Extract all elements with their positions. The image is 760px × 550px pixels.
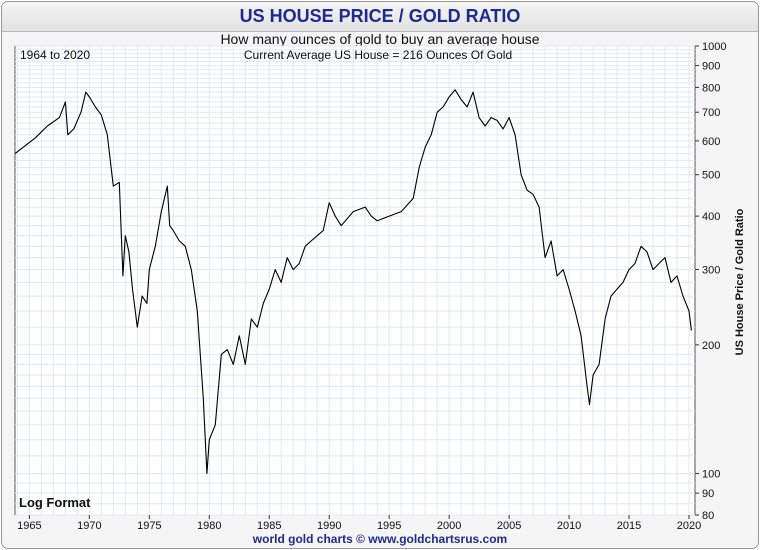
grid (15, 45, 695, 516)
y-tick-label: 200 (702, 340, 720, 352)
annotation-date-range: 1964 to 2020 (20, 48, 90, 62)
annotation-current-value: Current Average US House = 216 Ounces Of… (244, 48, 512, 62)
series-line (14, 89, 692, 475)
y-tick-label: 700 (702, 107, 720, 119)
y-tick-label: 90 (702, 488, 714, 500)
title-bar: US HOUSE PRICE / GOLD RATIO (2, 2, 758, 32)
x-axis: 1965 1970 1975 1980 1985 1990 1995 2000 2005 2010… (17, 515, 701, 532)
x-tick-label: 1965 (17, 520, 41, 532)
chart-title: US HOUSE PRICE / GOLD RATIO (239, 6, 521, 26)
x-tick-label: 2010 (557, 520, 581, 532)
y-tick-label: 800 (702, 82, 720, 94)
chart-subtitle: How many ounces of gold to buy an averag… (220, 31, 540, 47)
annotation-log-format: Log Format (19, 495, 91, 510)
x-tick-label: 1980 (197, 520, 221, 532)
footer-credit: world gold charts © www.goldchartsrus.co… (252, 532, 508, 546)
x-tick-label: 1985 (257, 520, 281, 532)
x-tick-label: 1970 (77, 520, 101, 532)
y-tick-label: 500 (702, 170, 720, 182)
y-tick-label: 400 (702, 211, 720, 223)
x-tick-label: 2005 (497, 520, 521, 532)
x-tick-label: 1995 (377, 520, 401, 532)
x-tick-label: 2000 (437, 520, 461, 532)
y-tick-label: 100 (702, 469, 720, 481)
y-tick-label: 80 (702, 510, 714, 522)
y-axis-label: US House Price / Gold Ratio (734, 208, 746, 355)
y-tick-label: 900 (702, 61, 720, 73)
y-tick-label: 300 (702, 265, 720, 277)
y-tick-label: 1000 (702, 41, 726, 53)
x-tick-label: 1975 (137, 520, 161, 532)
plot-area (14, 45, 696, 516)
y-axis: 80 90 100 200 300 400 500 600 700 800 900 1000 (695, 41, 726, 522)
x-tick-label: 1990 (317, 520, 341, 532)
x-tick-label: 2020 (677, 520, 701, 532)
y-tick-label: 600 (702, 136, 720, 148)
x-tick-label: 2015 (617, 520, 641, 532)
